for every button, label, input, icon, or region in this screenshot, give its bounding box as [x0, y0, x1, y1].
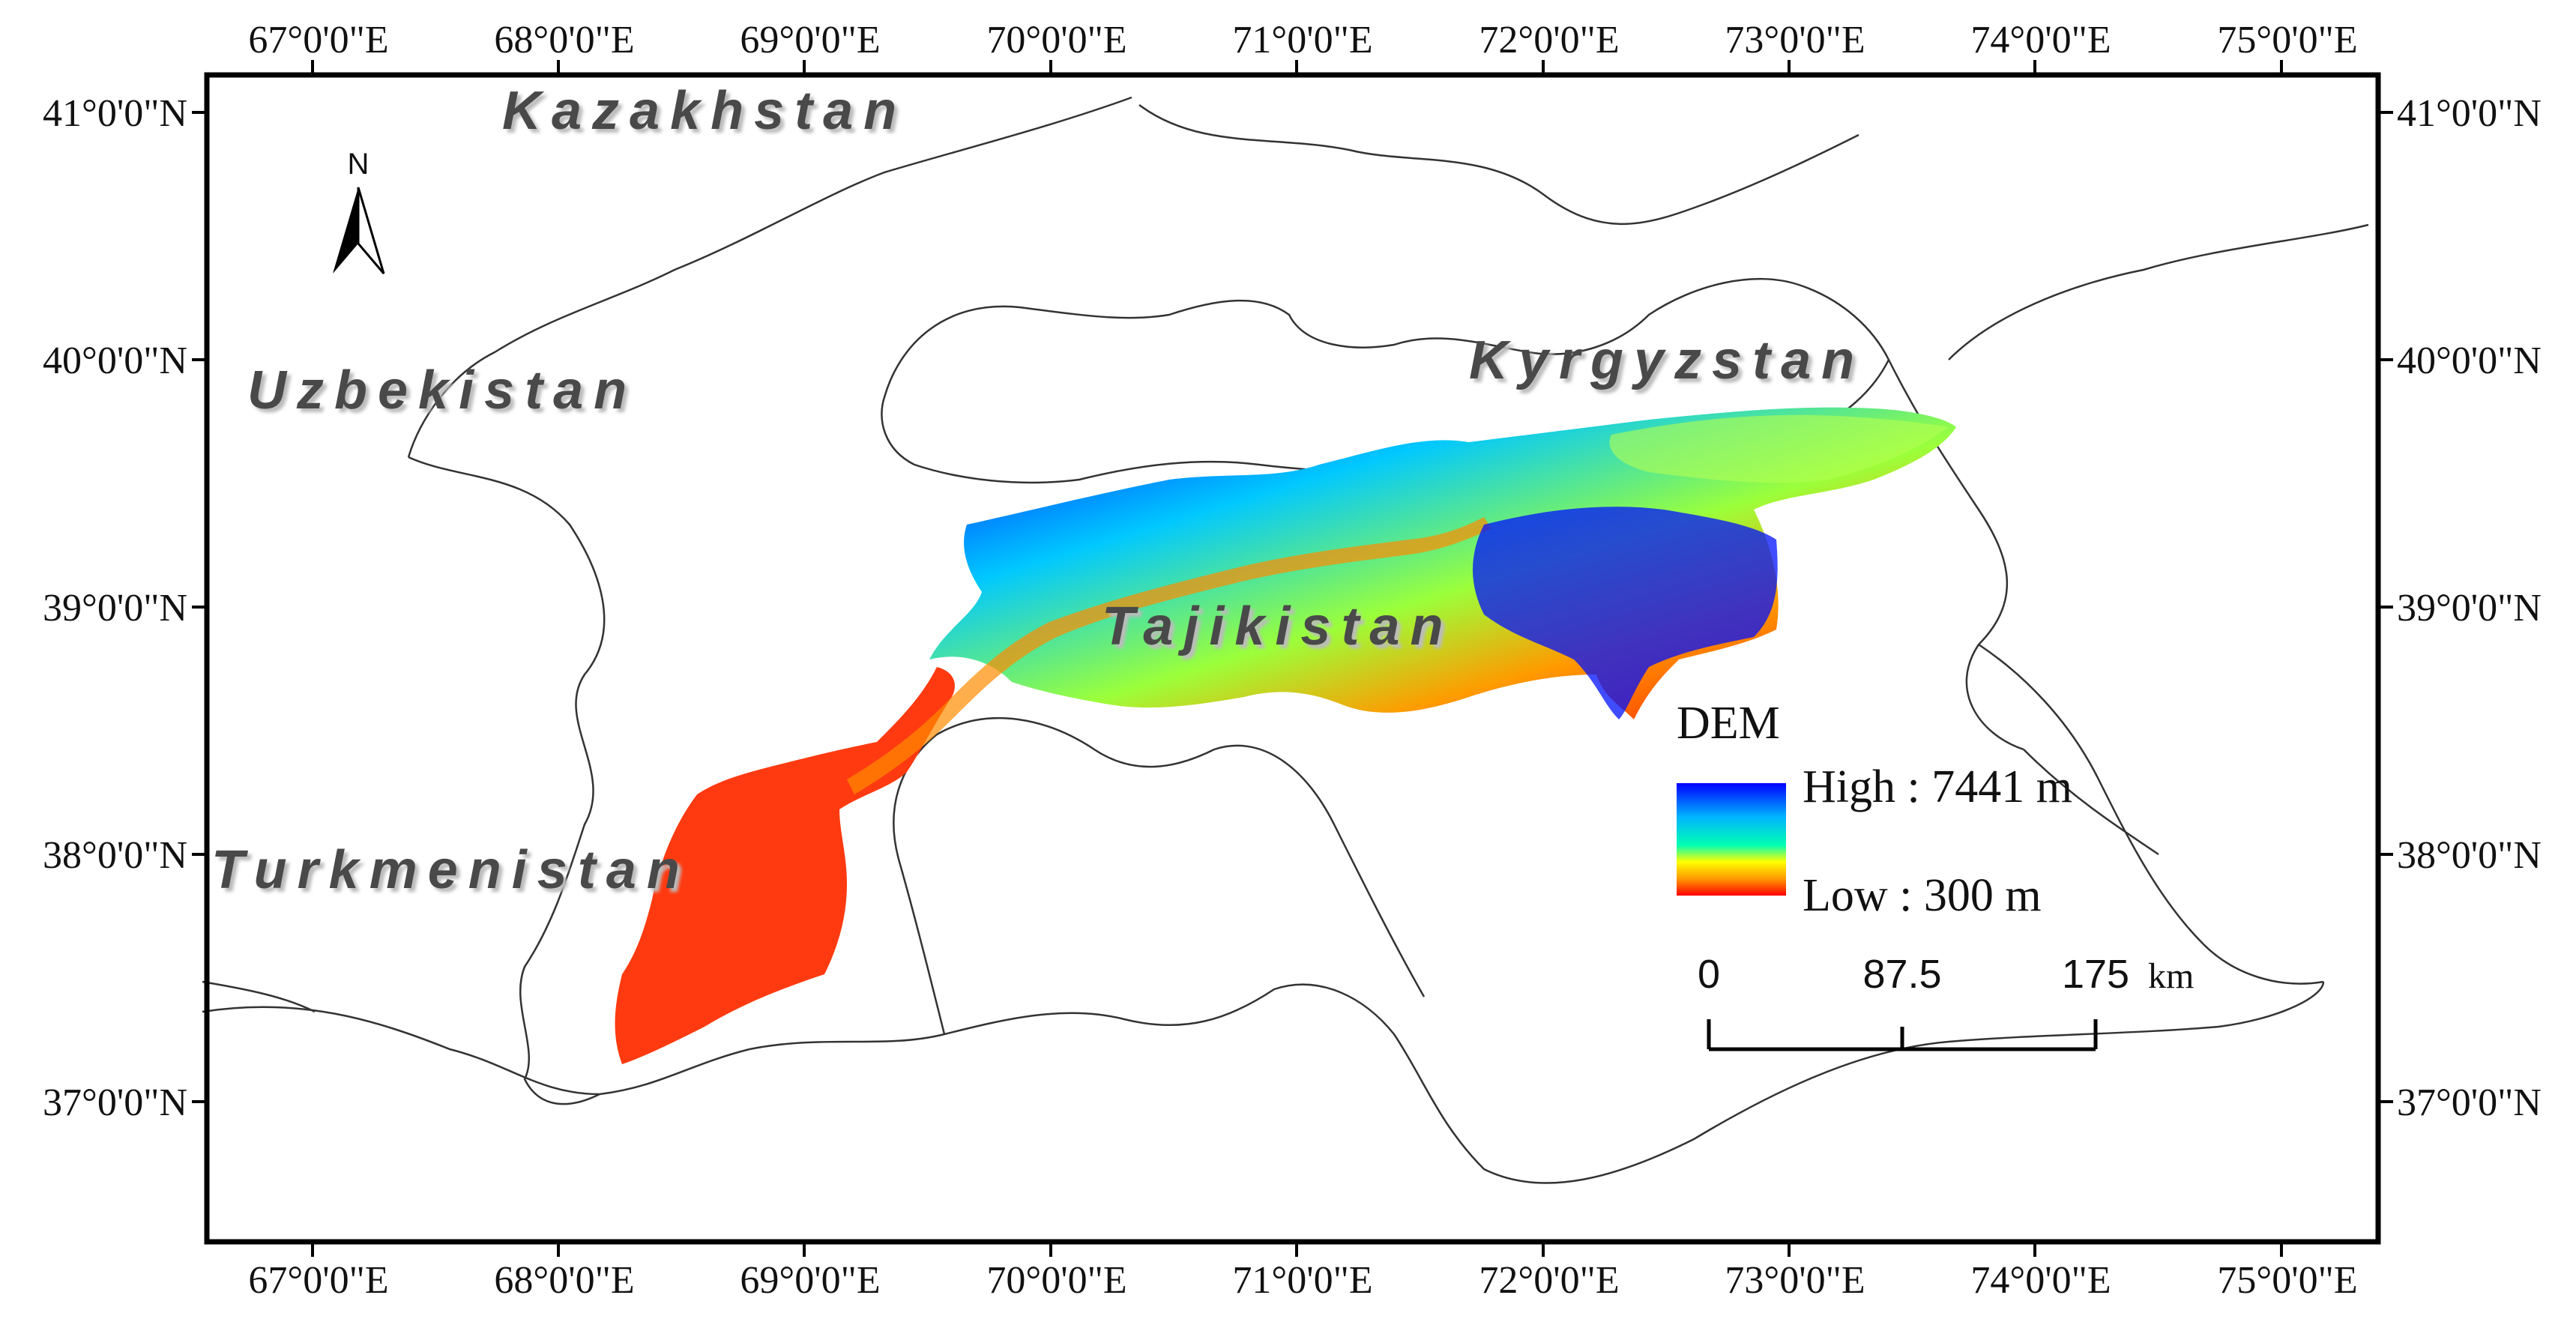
lon-label-bottom: 69°0'0"E: [740, 1259, 880, 1302]
lat-ticks: [192, 111, 2393, 1103]
lon-label-top: 72°0'0"E: [1479, 19, 1619, 61]
boundary-kyrgyzstan-north: [1138, 103, 1859, 225]
map-frame: [204, 72, 2381, 1245]
dem-high-peaks: [1473, 507, 1778, 719]
lon-ticks: [311, 60, 2283, 1257]
north-label: N: [348, 148, 369, 181]
boundary-west-uzbekistan: [202, 980, 316, 1013]
boundary-kyrgyzstan-east: [1887, 223, 2369, 751]
lon-label-top: 73°0'0"E: [1725, 19, 1865, 61]
country-boundaries: [202, 96, 2369, 1184]
scale-bar: 0 87.5 175 km: [1698, 952, 2194, 1051]
lat-label-right: 39°0'0"N: [2397, 587, 2542, 630]
dem-plateau-green: [1609, 414, 1949, 483]
country-label-turkmenistan: Turkmenistan: [211, 840, 690, 900]
lat-label-right: 41°0'0"N: [2397, 92, 2542, 135]
lat-label-right: 38°0'0"N: [2397, 834, 2542, 877]
boundary-china: [1978, 643, 2324, 985]
north-arrow: N: [333, 148, 385, 274]
legend-low-label: Low : 300 m: [1803, 870, 2042, 921]
dem-valley: [847, 517, 1491, 794]
legend: DEM High : 7441 m Low : 300 m: [1677, 698, 2072, 921]
lon-labels-top: 67°0'0"E 68°0'0"E 69°0'0"E 70°0'0"E 71°0…: [248, 19, 2357, 61]
lon-label-bottom: 73°0'0"E: [1725, 1259, 1865, 1302]
lat-labels-left: 41°0'0"N 40°0'0"N 39°0'0"N 38°0'0"N 37°0…: [43, 92, 187, 1124]
country-label-tajikistan: Tajikistan: [1102, 597, 1453, 657]
lat-label-left: 41°0'0"N: [43, 92, 187, 135]
legend-high-label: High : 7441 m: [1803, 761, 2072, 812]
country-label-uzbekistan: Uzbekistan: [247, 360, 637, 420]
country-label-kazakhstan: Kazakhstan: [502, 81, 907, 141]
lon-label-top: 67°0'0"E: [248, 19, 388, 61]
lon-label-top: 69°0'0"E: [740, 19, 880, 61]
dem-raster: [615, 407, 1956, 1064]
lat-label-right: 40°0'0"N: [2397, 339, 2542, 382]
lat-labels-right: 41°0'0"N 40°0'0"N 39°0'0"N 38°0'0"N 37°0…: [2397, 92, 2542, 1124]
lat-label-left: 37°0'0"N: [43, 1081, 187, 1124]
lon-label-bottom: 72°0'0"E: [1479, 1259, 1619, 1302]
lon-label-top: 70°0'0"E: [986, 19, 1126, 61]
boundary-afghanistan: [893, 716, 1426, 1035]
lat-label-right: 37°0'0"N: [2397, 1081, 2542, 1124]
country-label-kyrgyzstan: Kyrgyzstan: [1469, 330, 1865, 390]
lon-label-top: 68°0'0"E: [494, 19, 634, 61]
scale-label-0: 0: [1698, 952, 1720, 997]
lon-labels-bottom: 67°0'0"E 68°0'0"E 69°0'0"E 70°0'0"E 71°0…: [248, 1259, 2357, 1302]
boundary-tajikistan-south: [749, 981, 2325, 1184]
legend-title: DEM: [1677, 698, 1780, 749]
lon-label-bottom: 68°0'0"E: [494, 1259, 634, 1302]
lon-label-bottom: 74°0'0"E: [1970, 1259, 2111, 1302]
boundary-fergana: [881, 277, 1890, 484]
lon-label-bottom: 67°0'0"E: [248, 1259, 388, 1302]
north-arrow-icon: [333, 187, 385, 274]
boundary-turkmenistan: [202, 1006, 750, 1096]
legend-color-ramp: [1677, 783, 1786, 896]
boundary-uzbekistan-south: [408, 456, 606, 1105]
scale-label-max: 175: [2062, 952, 2129, 997]
boundary-kazakhstan-uzbekistan: [407, 96, 1132, 458]
lon-label-bottom: 71°0'0"E: [1232, 1259, 1372, 1302]
country-labels: Kazakhstan Uzbekistan Kyrgyzstan Tajikis…: [211, 81, 1865, 900]
lon-label-top: 74°0'0"E: [1970, 19, 2111, 61]
lon-label-bottom: 75°0'0"E: [2217, 1259, 2357, 1302]
scale-label-mid: 87.5: [1862, 952, 1941, 997]
lon-label-top: 75°0'0"E: [2217, 19, 2357, 61]
lon-label-bottom: 70°0'0"E: [986, 1259, 1126, 1302]
lat-label-left: 39°0'0"N: [43, 587, 187, 630]
scale-unit: km: [2148, 956, 2194, 996]
lat-label-left: 38°0'0"N: [43, 834, 187, 877]
lon-label-top: 71°0'0"E: [1232, 19, 1372, 61]
lat-label-left: 40°0'0"N: [43, 339, 187, 382]
